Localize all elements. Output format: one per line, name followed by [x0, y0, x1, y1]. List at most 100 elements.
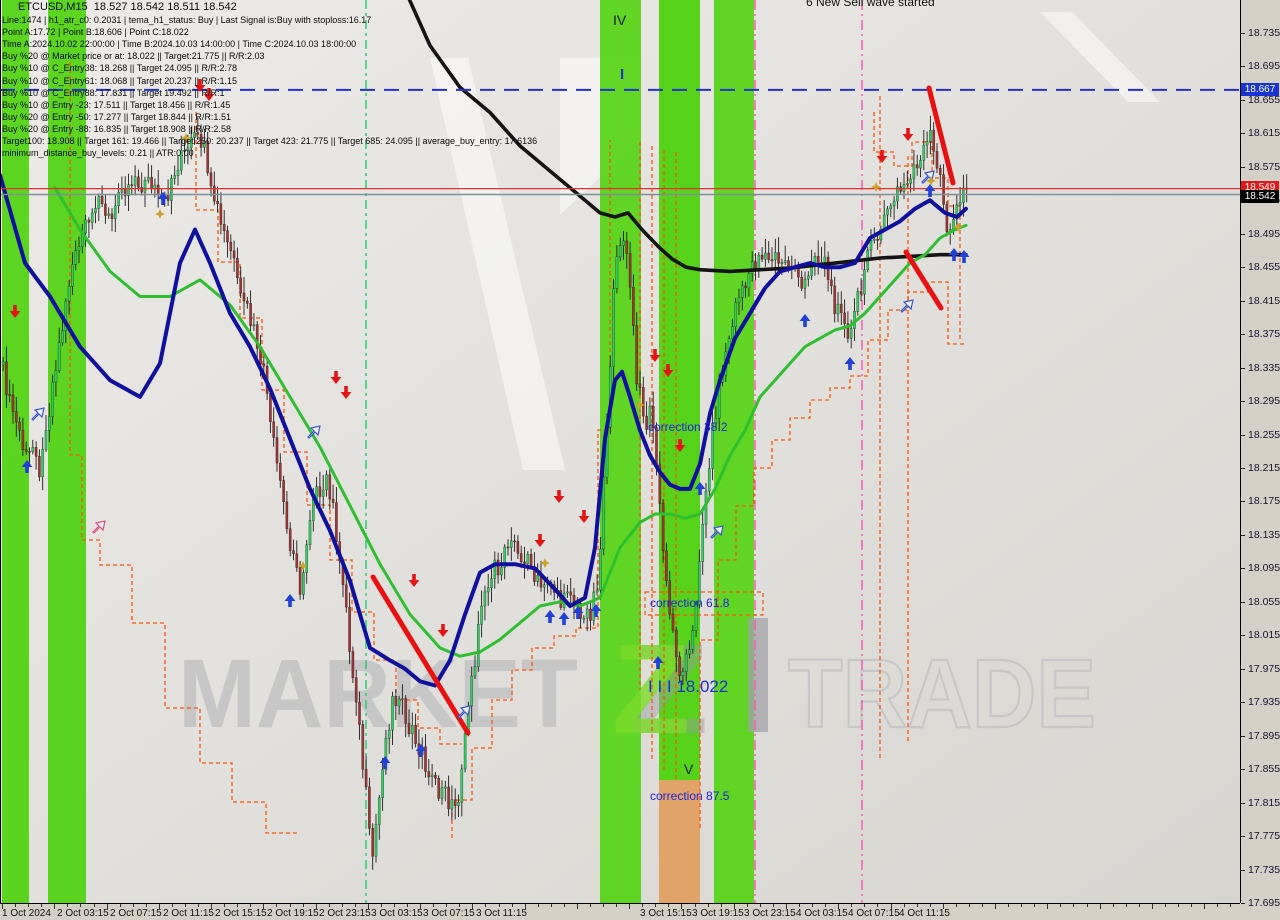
breakout-arrow-icon	[710, 525, 724, 539]
candle-body	[51, 381, 54, 417]
candle-body	[599, 548, 602, 591]
candle-body	[470, 675, 474, 707]
candle-body	[404, 698, 408, 724]
candle-body	[698, 561, 701, 605]
candle-body	[843, 312, 846, 324]
time-tick	[485, 904, 487, 907]
candle-body	[381, 769, 384, 799]
trailing-stop-line	[69, 62, 300, 834]
price-label: 17.775	[1248, 830, 1280, 842]
candle-body	[473, 666, 477, 677]
candle-body	[447, 786, 450, 810]
candle-body	[536, 575, 540, 582]
buy-arrow-icon	[157, 192, 169, 205]
candle-body	[869, 239, 873, 251]
buy-arrow-icon	[558, 612, 570, 625]
candle-body	[526, 554, 530, 565]
info-line: Buy %10 @ C_Entry61: 18.068 || Target 20…	[2, 75, 237, 86]
candle-body	[460, 768, 464, 803]
candle-body	[133, 176, 137, 186]
candle-body	[249, 303, 252, 326]
price-tick	[1241, 702, 1245, 703]
candle-body	[67, 286, 71, 302]
time-tick	[15, 904, 17, 907]
time-tick	[550, 904, 552, 907]
candle-body	[760, 254, 764, 260]
time-label: 2 Oct 23:15	[319, 908, 371, 919]
candle-body	[500, 567, 503, 576]
time-tick	[250, 904, 252, 907]
candle-body	[707, 468, 711, 492]
info-line: ETCUSD,M15 18.527 18.542 18.511 18.542	[18, 1, 237, 13]
candle-body	[496, 559, 500, 576]
sell-arrow-icon	[408, 574, 420, 587]
price-tick	[1241, 870, 1245, 871]
candle-body	[678, 656, 681, 676]
candle-body	[612, 288, 615, 367]
time-tick	[198, 904, 199, 907]
candle-body	[5, 361, 8, 395]
candle-body	[278, 462, 282, 481]
price-tick	[1241, 435, 1245, 436]
fractal-star-icon	[298, 561, 308, 571]
trailing-stop-line	[873, 112, 961, 342]
candle-body	[282, 480, 285, 503]
time-tick	[380, 904, 382, 907]
candle-body	[836, 303, 840, 315]
candle-body	[694, 604, 698, 631]
candle-body	[87, 219, 91, 223]
watermark-shape	[1040, 12, 1160, 102]
candle-body	[674, 629, 678, 657]
info-line: Line:1474 | h1_atr_c0: 0.2031 | tema_h1_…	[2, 15, 372, 26]
price-label: 18.655	[1248, 94, 1280, 106]
time-tick	[302, 904, 304, 907]
price-tick	[1241, 468, 1245, 469]
candle-body	[905, 183, 909, 185]
candle-body	[754, 261, 757, 269]
candle-body	[203, 141, 206, 148]
time-tick	[1112, 904, 1114, 907]
candle-body	[262, 363, 266, 367]
wave-annotation: I	[620, 66, 624, 83]
time-tick	[1099, 904, 1101, 909]
info-line: Buy %10 @ C_Entry88: 17.831 || Target 19…	[2, 87, 225, 98]
time-tick	[890, 904, 892, 909]
candle-body	[410, 725, 414, 735]
time-axis[interactable]: 1 Oct 2024 2 Oct 03:15 2 Oct 07:15 2 Oct 11…	[0, 903, 1240, 920]
candle-body	[909, 178, 912, 184]
time-label: 2 Oct 03:15	[57, 908, 109, 919]
price-tick	[1241, 602, 1245, 603]
candle-body	[833, 285, 837, 315]
candle-body	[414, 725, 417, 745]
price-tick	[1241, 669, 1245, 670]
candle-body	[216, 200, 219, 205]
price-label: 18.015	[1248, 629, 1280, 641]
candle-body	[919, 159, 922, 169]
candle-body	[651, 406, 655, 428]
candle-body	[11, 394, 15, 412]
price-tick	[1241, 401, 1245, 402]
candle-body	[882, 214, 886, 230]
candle-body	[156, 184, 160, 196]
candle-body	[358, 701, 361, 725]
candle-body	[110, 213, 114, 220]
candle-body	[463, 733, 467, 770]
price-axis[interactable]: 18.73518.69518.65518.61518.57518.53518.4…	[1240, 0, 1280, 909]
time-label: 2 Oct 15:15	[215, 908, 267, 919]
candle-body	[701, 523, 705, 562]
trend-line-red	[903, 249, 944, 311]
time-label: 4 Oct 07:15	[848, 908, 900, 919]
price-label: 17.735	[1248, 864, 1280, 876]
time-tick	[184, 904, 186, 907]
time-tick	[67, 904, 69, 907]
info-line: Time A:2024.10.02 22:00:00 | Time B:2024…	[2, 39, 357, 50]
candle-body	[797, 268, 800, 278]
time-tick	[524, 904, 526, 909]
candle-body	[212, 185, 216, 202]
price-label: 18.735	[1248, 27, 1280, 39]
candle-body	[308, 520, 312, 545]
candle-body	[41, 449, 45, 478]
sell-arrow-icon	[340, 386, 352, 399]
